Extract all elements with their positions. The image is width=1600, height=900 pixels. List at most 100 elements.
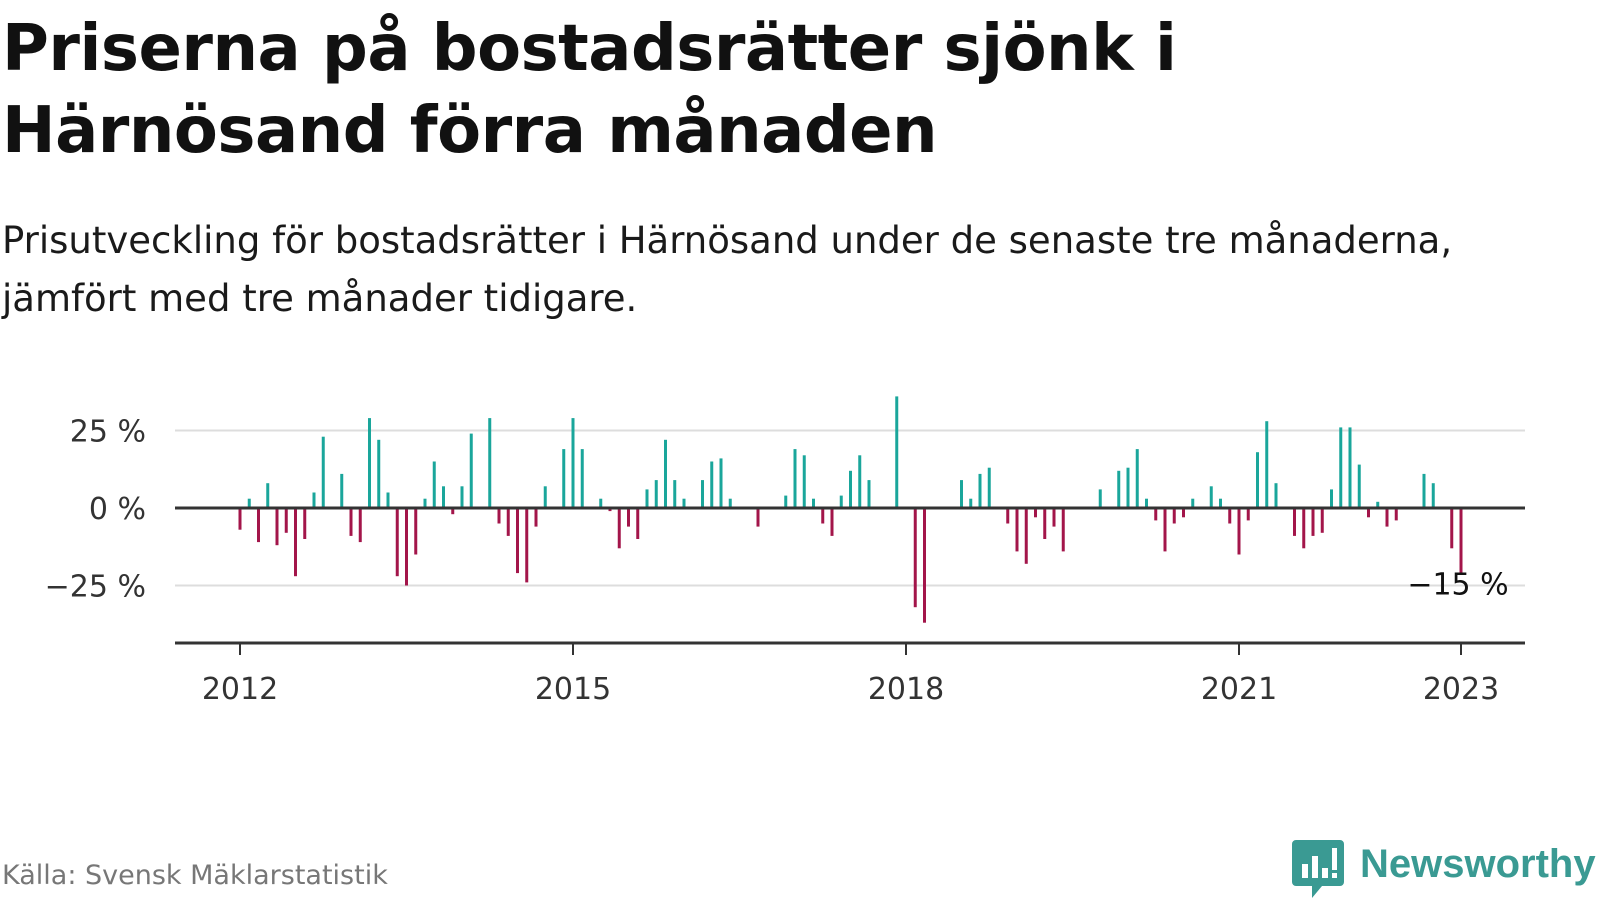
bar — [1431, 483, 1435, 508]
bar — [793, 449, 797, 508]
bar — [969, 498, 973, 508]
bar — [895, 396, 899, 508]
bar — [340, 473, 344, 508]
bar — [960, 480, 963, 508]
bar — [534, 508, 538, 527]
bar — [1265, 421, 1269, 508]
bar — [645, 489, 649, 508]
brand-name: Newsworthy — [1360, 842, 1596, 886]
bar — [257, 508, 260, 543]
y-tick-label: 0 % — [89, 492, 146, 527]
bar-chart: 25 % 0 % −25 % 2012 2015 2018 2021 2023 −15 % — [45, 396, 1525, 707]
bar — [1237, 508, 1241, 555]
gridlines — [175, 429, 1525, 587]
bar — [1376, 501, 1380, 508]
bar — [423, 498, 427, 508]
bar — [497, 508, 501, 524]
bar — [812, 498, 815, 508]
last-value-label: −15 % — [1407, 568, 1508, 603]
bar — [627, 508, 630, 527]
bar — [673, 480, 677, 508]
y-axis-tick-labels: 25 % 0 % −25 % — [45, 415, 146, 605]
bar — [506, 508, 510, 536]
bar — [1348, 427, 1352, 508]
bar — [1015, 508, 1019, 552]
bar — [395, 508, 399, 577]
bar — [516, 508, 519, 574]
bar — [368, 418, 371, 508]
bar — [1172, 508, 1176, 524]
bar — [1034, 508, 1037, 518]
bar — [1052, 508, 1056, 527]
bar — [710, 461, 714, 508]
bar — [987, 467, 991, 508]
bar — [1311, 508, 1315, 536]
bar — [349, 508, 353, 536]
bar — [571, 418, 575, 508]
bar — [664, 439, 667, 508]
bar — [405, 508, 408, 586]
bar — [1330, 489, 1333, 508]
bar — [682, 498, 686, 508]
bar — [1145, 498, 1148, 508]
bar — [1274, 483, 1278, 508]
x-tick-label: 2012 — [202, 672, 278, 707]
x-tick-label: 2018 — [868, 672, 944, 707]
bar — [636, 508, 640, 539]
bar — [1209, 486, 1213, 508]
bar — [1135, 449, 1139, 508]
bar — [923, 508, 926, 623]
bar — [266, 483, 270, 508]
x-tick-label: 2023 — [1423, 672, 1499, 707]
bar — [1394, 508, 1398, 521]
bar — [1163, 508, 1167, 552]
y-tick-label: −25 % — [45, 570, 146, 605]
chart-title: Priserna på bostadsrätter sjönk i Härnös… — [2, 12, 1177, 168]
bar — [460, 486, 464, 508]
bar — [543, 486, 547, 508]
bar — [294, 508, 297, 577]
bar — [414, 508, 418, 555]
bar — [1450, 508, 1454, 549]
source-note: Källa: Svensk Mäklarstatistik — [2, 860, 388, 891]
bar — [913, 508, 917, 608]
bar — [1339, 427, 1343, 508]
bar — [469, 433, 473, 508]
bar — [867, 480, 871, 508]
bar — [756, 508, 760, 527]
bar — [858, 455, 862, 508]
bar — [821, 508, 825, 524]
bar — [1422, 473, 1426, 508]
bar — [1126, 467, 1130, 508]
bar — [562, 449, 566, 508]
bar — [599, 498, 603, 508]
bar — [377, 439, 381, 508]
bar — [1006, 508, 1010, 524]
bar — [1154, 508, 1158, 521]
bar — [802, 455, 806, 508]
bar — [978, 473, 982, 508]
bar — [719, 458, 723, 508]
bars — [238, 396, 1463, 623]
bar — [284, 508, 288, 533]
bar — [580, 449, 584, 508]
bar — [1043, 508, 1047, 539]
bar — [849, 470, 852, 508]
bar — [303, 508, 307, 539]
bar — [654, 480, 658, 508]
x-axis-ticks: 2012 2015 2018 2021 2023 — [202, 643, 1499, 707]
bar — [617, 508, 621, 549]
bar — [1024, 508, 1028, 564]
bar — [1219, 498, 1222, 508]
bar — [1367, 508, 1370, 518]
bar — [1385, 508, 1389, 527]
bar — [1191, 498, 1195, 508]
bar — [238, 508, 242, 530]
bar — [728, 498, 732, 508]
x-tick-label: 2021 — [1201, 672, 1277, 707]
bar — [358, 508, 362, 543]
bar — [1098, 489, 1102, 508]
bar — [608, 508, 612, 512]
bar — [1293, 508, 1296, 536]
bar — [1357, 464, 1361, 508]
